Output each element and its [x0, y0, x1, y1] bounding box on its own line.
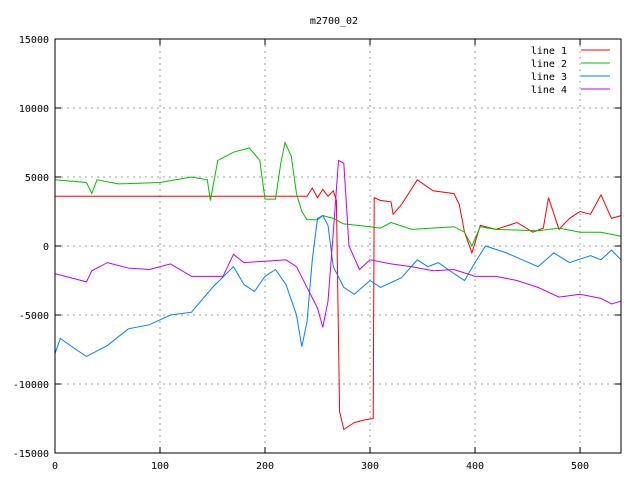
legend: line 1 line 2 line 3 line 4 — [531, 46, 610, 96]
series-line-4 — [54, 159, 622, 328]
grid — [55, 39, 621, 453]
y-tick-label: -10000 — [13, 380, 49, 391]
y-tick-label: -5000 — [19, 311, 49, 322]
series-line-3 — [54, 214, 622, 357]
y-tick-label: 0 — [43, 242, 49, 253]
x-tick-label: 500 — [571, 461, 589, 472]
legend-label: line 3 — [531, 72, 567, 83]
chart-title: m2700_02 — [310, 16, 358, 27]
legend-label: line 4 — [531, 85, 567, 96]
y-tick-label: 15000 — [19, 35, 49, 46]
x-tick-label: 400 — [466, 461, 484, 472]
axis-ticks: 0 100 200 300 400 500 -15000 -10000 -5000 0 5000 10… — [13, 35, 621, 472]
x-tick-label: 0 — [52, 461, 58, 472]
legend-label: line 1 — [531, 46, 567, 57]
x-tick-label: 200 — [256, 461, 274, 472]
series-lines — [54, 140, 622, 431]
x-tick-label: 100 — [151, 461, 169, 472]
series-line-1 — [55, 179, 622, 431]
legend-label: line 2 — [531, 59, 567, 70]
y-tick-label: 5000 — [25, 173, 49, 184]
y-tick-label: -15000 — [13, 449, 49, 460]
plot-frame — [54, 38, 622, 454]
series-line-2 — [54, 140, 622, 248]
x-tick-label: 300 — [361, 461, 379, 472]
y-tick-label: 10000 — [19, 104, 49, 115]
